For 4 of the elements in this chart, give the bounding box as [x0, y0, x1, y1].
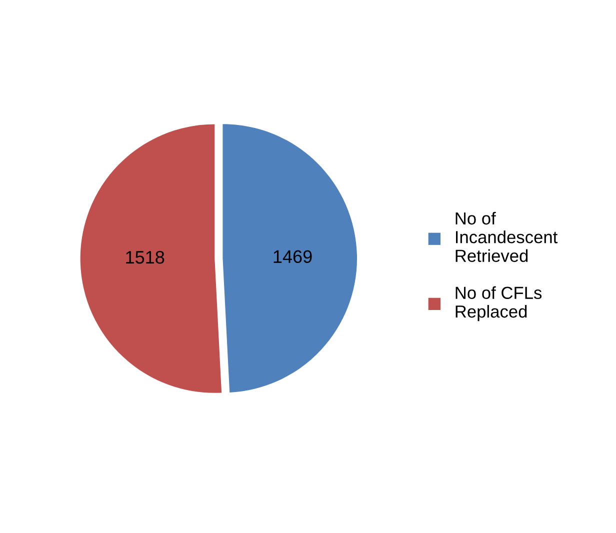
data-label: 1518 — [126, 250, 164, 264]
data-label: 1469 — [274, 250, 312, 264]
legend-label: No of CFLs Replaced — [456, 286, 542, 322]
legend-label: No of Incandescent Retrieved — [456, 212, 558, 262]
